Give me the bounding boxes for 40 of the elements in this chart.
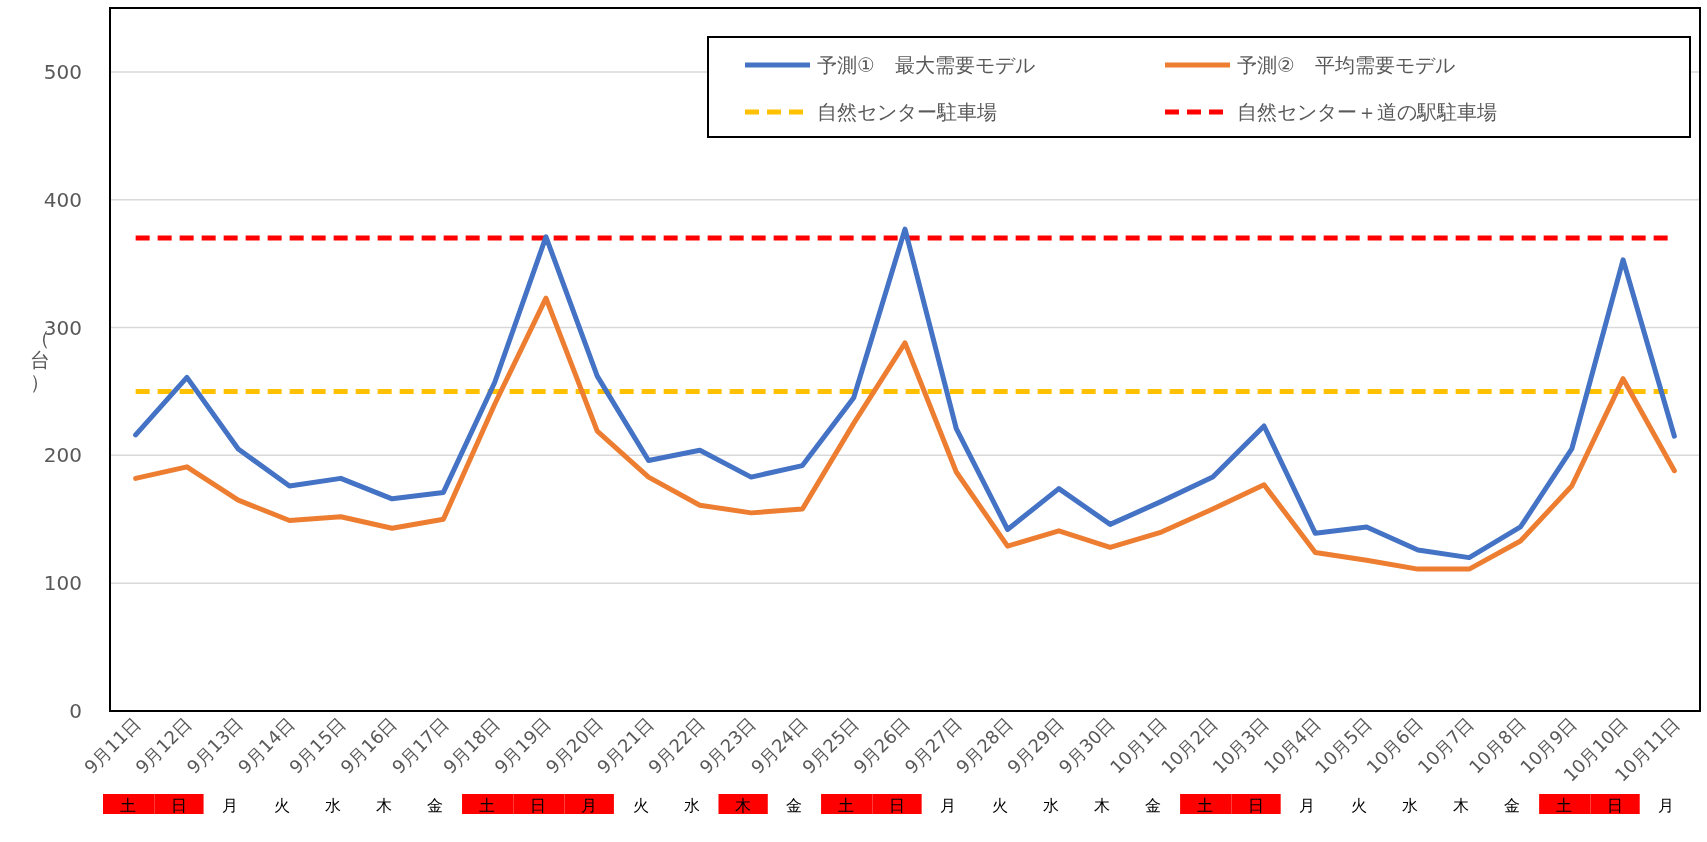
- category-label: 金: [427, 796, 444, 815]
- y-tick-label: 500: [43, 59, 82, 84]
- category-label: 土: [1196, 796, 1213, 815]
- category-label: 木: [376, 796, 393, 815]
- category-label: 土: [478, 796, 495, 815]
- category-label: 水: [683, 796, 700, 815]
- category-label: 水: [1401, 796, 1418, 815]
- category-label: 金: [1145, 796, 1162, 815]
- category-label: 火: [991, 796, 1008, 815]
- category-label: 火: [632, 796, 649, 815]
- category-label: 金: [1504, 796, 1521, 815]
- category-label: 日: [889, 796, 905, 815]
- category-label: 金: [786, 796, 803, 815]
- category-label: 木: [1094, 796, 1111, 815]
- y-tick-label: 100: [43, 571, 82, 596]
- category-label: 月: [1299, 796, 1316, 815]
- y-tick-label: 400: [43, 187, 82, 212]
- category-label: 土: [119, 796, 136, 815]
- category-label: 日: [170, 796, 187, 815]
- category-label: 木: [735, 796, 752, 815]
- legend-label: 自然センター＋道の駅駐車場: [1237, 100, 1497, 124]
- category-label: 火: [273, 796, 290, 815]
- y-tick-label: 0: [69, 699, 82, 723]
- category-label: 土: [837, 796, 854, 815]
- y-tick-label: 200: [43, 443, 82, 468]
- category-label: 日: [529, 796, 546, 815]
- category-label: 日: [1607, 796, 1624, 815]
- legend-label: 自然センター駐車場: [817, 100, 997, 124]
- legend-label: 予測① 最大需要モデル: [817, 53, 1035, 77]
- category-label: 日: [1248, 796, 1265, 815]
- category-label: 水: [1042, 796, 1059, 815]
- category-label: 月: [581, 796, 598, 815]
- category-label: 水: [324, 796, 341, 815]
- category-label: 月: [222, 796, 239, 815]
- category-label: 土: [1555, 796, 1572, 815]
- category-label: 月: [940, 796, 957, 815]
- category-label: 木: [1453, 796, 1470, 815]
- category-label: 月: [1658, 796, 1675, 815]
- legend-label: 予測② 平均需要モデル: [1237, 53, 1455, 77]
- category-label: 火: [1350, 796, 1367, 815]
